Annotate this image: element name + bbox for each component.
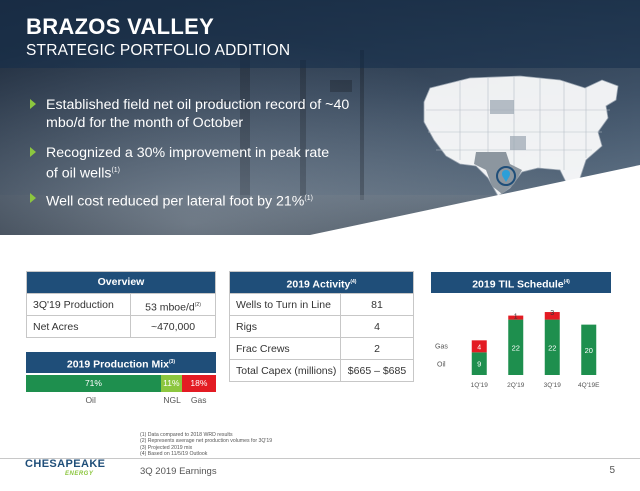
- page-title: BRAZOS VALLEY: [26, 14, 215, 39]
- legend-gas: Gas: [435, 343, 448, 350]
- activity-table: 2019 Activity(4) Wells to Turn in Line 8…: [229, 271, 414, 382]
- bar-gas: [471, 340, 487, 353]
- footer-divider: [0, 458, 640, 459]
- overview-header: Overview: [27, 272, 215, 293]
- company-logo: CHESAPEAKE ENERGY: [25, 458, 106, 477]
- bar-oil-label: 22: [548, 343, 556, 352]
- bar-gas: [544, 312, 560, 320]
- page-subtitle: STRATEGIC PORTFOLIO ADDITION: [26, 42, 291, 59]
- legend-oil: Oil: [437, 362, 446, 369]
- bar-oil-label: 22: [512, 343, 520, 352]
- bar-gas-label: 3: [550, 310, 554, 317]
- til-schedule-header: 2019 TIL Schedule(4): [431, 272, 611, 293]
- page-number: 5: [609, 465, 615, 476]
- bar-oil-label: 20: [585, 346, 593, 355]
- bar-gas-label: 4: [477, 344, 481, 351]
- overview-table: Overview 3Q'19 Production 53 mboe/d(2) N…: [26, 271, 216, 338]
- bar-oil: [471, 352, 487, 375]
- footer-event: 3Q 2019 Earnings: [140, 466, 217, 477]
- production-mix: 2019 Production Mix(3) 71% 11% 18% Oil NGL G…: [26, 352, 216, 407]
- mix-segment-ngl: 11%: [160, 375, 182, 392]
- bar-oil-label: 9: [477, 360, 481, 369]
- bar-gas: [508, 315, 524, 320]
- table-row: Net Acres ~470,000: [27, 315, 215, 337]
- bullet-item: Established field net oil production rec…: [30, 96, 360, 132]
- production-mix-legend: Oil NGL Gas: [26, 395, 216, 407]
- title-bar: [0, 0, 640, 68]
- til-schedule-chart: 2019 TIL Schedule(4) 9 4 1Q'19 22 1 2Q'19 22 3 3…: [431, 272, 611, 397]
- table-row: 3Q'19 Production 53 mboe/d(2): [27, 293, 215, 315]
- mix-label-ngl: NGL: [163, 395, 181, 405]
- production-mix-bar: 71% 11% 18%: [26, 375, 216, 392]
- bar-gas-label: 1: [514, 314, 518, 321]
- bar-oil: [508, 319, 524, 375]
- x-tick-label: 2Q'19: [507, 382, 525, 389]
- mix-label-gas: Gas: [190, 395, 207, 405]
- table-row: Total Capex (millions) $665 – $685: [230, 359, 413, 381]
- production-mix-header: 2019 Production Mix(3): [26, 352, 216, 373]
- table-row: Rigs 4: [230, 315, 413, 337]
- til-bar-chart: 9 4 1Q'19 22 1 2Q'19 22 3 3Q'19 20 4Q'19E Gas Oil: [435, 310, 600, 389]
- triangle-bullet-icon: [30, 99, 36, 109]
- footnotes: (1) Data compared to 2018 WRD results (2…: [140, 432, 273, 457]
- triangle-bullet-icon: [30, 147, 36, 157]
- x-tick-label: 1Q'19: [471, 382, 489, 389]
- bullet-item: Well cost reduced per lateral foot by 21…: [30, 190, 360, 211]
- bar-oil: [581, 324, 597, 375]
- x-tick-label: 3Q'19: [544, 382, 562, 389]
- mix-segment-oil: 71%: [26, 375, 161, 392]
- table-row: Frac Crews 2: [230, 337, 413, 359]
- bullet-item: Recognized a 30% improvement in peak rat…: [30, 144, 360, 183]
- x-tick-label: 4Q'19E: [578, 382, 600, 389]
- bar-oil: [544, 319, 560, 375]
- activity-header: 2019 Activity(4): [230, 272, 413, 293]
- mix-label-oil: Oil: [85, 395, 96, 405]
- table-row: Wells to Turn in Line 81: [230, 293, 413, 315]
- mix-segment-gas: 18%: [181, 375, 216, 392]
- hero-banner: BRAZOS VALLEY STRATEGIC PORTFOLIO ADDITI…: [0, 0, 640, 235]
- triangle-bullet-icon: [30, 193, 36, 203]
